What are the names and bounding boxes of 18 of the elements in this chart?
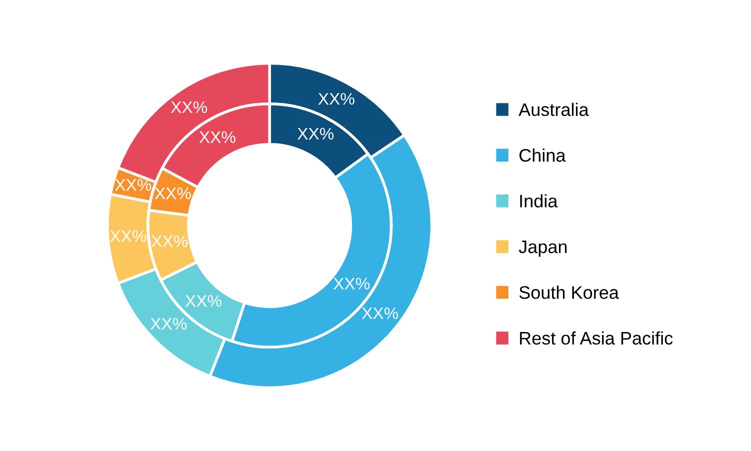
data-label: XX% [318,93,354,105]
data-label: XX% [152,235,188,248]
data-label: XX% [115,179,152,191]
legend-label: Australia [518,102,589,116]
data-label: XX% [297,128,334,140]
legend-label: China [519,148,566,162]
data-label: XX% [154,188,191,200]
legend-label: Rest of Asia Pacific [520,331,673,345]
data-label: XX% [110,230,146,242]
data-label: XX% [333,278,370,290]
data-label: XX% [185,295,222,307]
legend-label: Japan [518,240,567,257]
data-label: XX% [199,131,236,143]
legend-label: India [520,194,558,208]
data-label: XX% [150,318,187,330]
data-label: XX% [362,307,398,320]
data-label: XX% [170,101,208,114]
legend-label: South Korea [519,286,619,299]
